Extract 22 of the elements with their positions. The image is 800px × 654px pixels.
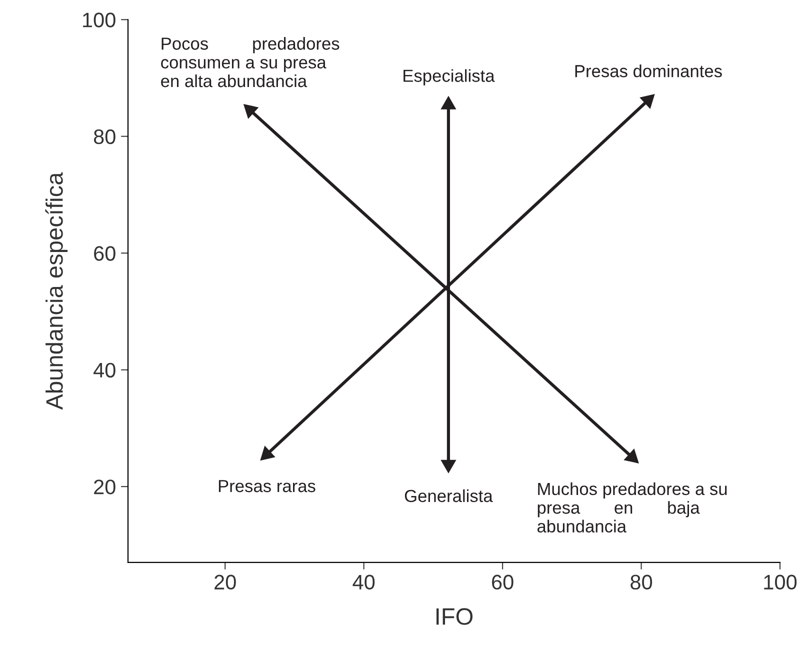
x-tick-label: 80 xyxy=(630,574,652,590)
annotation: Pocos predadores consumen a su presa en alta abundancia xyxy=(161,37,340,88)
annotation: Generalista xyxy=(404,489,493,502)
point xyxy=(260,446,275,460)
x-tick-label: 100 xyxy=(764,574,797,590)
y-tick-label: 80 xyxy=(94,129,116,144)
annotation: Presas raras xyxy=(218,480,316,492)
annotation: Presas dominantes xyxy=(575,64,722,78)
y-tick-label: 60 xyxy=(94,246,116,261)
y-tick-label: 20 xyxy=(94,480,116,494)
annotation: Muchos predadores a su presa en baja abundancia xyxy=(537,482,727,533)
y-tick-label: 40 xyxy=(94,362,116,378)
point xyxy=(244,104,258,118)
annotation: Especialista xyxy=(404,69,495,86)
x-tick-label: 40 xyxy=(352,574,375,590)
x-tick-label: 60 xyxy=(492,574,514,590)
y-tick-label: 100 xyxy=(83,12,116,28)
x-axis-title: IFO xyxy=(436,608,473,625)
point xyxy=(624,449,639,464)
point xyxy=(640,94,655,108)
x-tick-label: 20 xyxy=(214,574,236,590)
y-axis-title: Abundancia específica xyxy=(45,172,68,410)
